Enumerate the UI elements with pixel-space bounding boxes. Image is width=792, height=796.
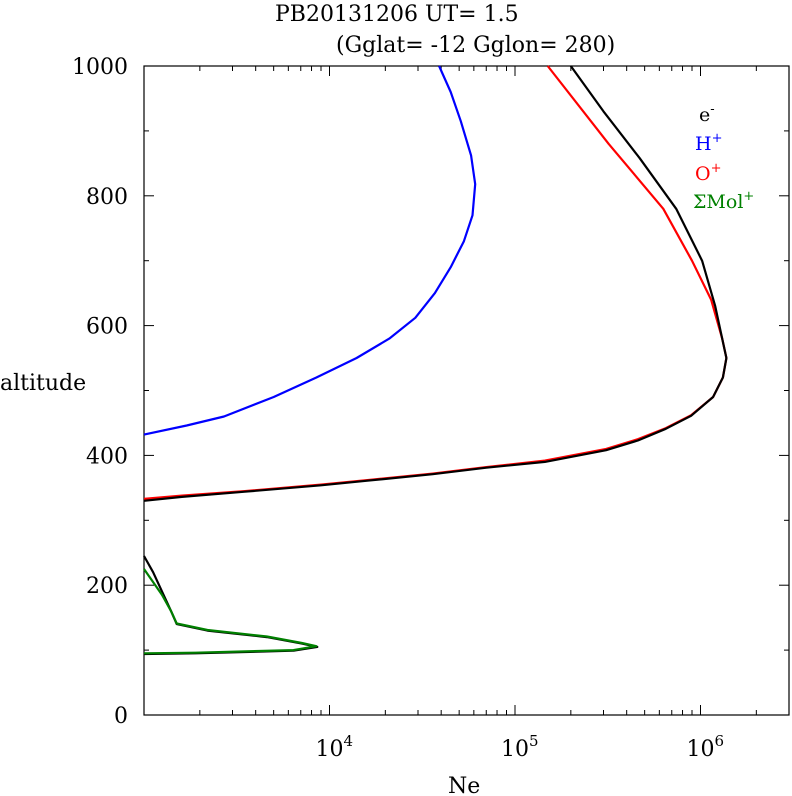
legend-item-H: H+ [695,131,722,155]
chart-title-line1: PB20131206 UT= 1.5 [275,2,519,27]
y-axis-label: altitude [0,371,86,396]
y-tick-labels: 0 200 400 600 800 1000 [72,55,128,729]
x-tick-label: 105 [501,732,539,762]
series-line-H [143,65,477,436]
series-line-O [143,65,728,500]
series-lines [143,65,728,656]
y-tick-label: 800 [86,185,128,210]
series-line-e [143,65,728,502]
y-tick-label: 600 [86,315,128,340]
y-tick-label: 0 [114,704,128,729]
legend-item-Mol: ΣMol+ [693,189,754,213]
legend-item-O: O+ [695,161,721,185]
x-tick-label: 104 [315,732,353,762]
chart-title-line2: (Gglat= -12 Gglon= 280) [336,33,615,58]
y-tick-label: 1000 [72,55,128,80]
plot-frame [143,65,790,716]
x-axis-label: Ne [448,774,480,796]
series-line-Mol [143,568,318,655]
y-tick-label: 400 [86,444,128,469]
y-tick-label: 200 [86,574,128,599]
legend: e- H+ O+ ΣMol+ [693,102,754,213]
x-tick-label: 106 [686,732,724,762]
x-tick-labels: 104 105 106 [315,732,724,762]
legend-item-e: e- [699,102,715,126]
series-line-e [143,555,319,656]
axis-ticks [143,65,790,716]
